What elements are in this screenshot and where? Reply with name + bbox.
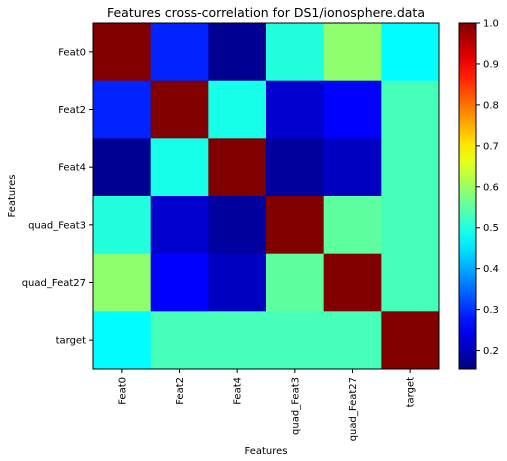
x-tick-label: quad_Feat27 bbox=[348, 377, 359, 441]
x-axis-label: Features bbox=[245, 446, 288, 457]
heatmap-cell bbox=[381, 80, 440, 139]
heatmap-cell bbox=[150, 196, 209, 255]
x-tick-label: Feat0 bbox=[117, 377, 128, 405]
heatmap-cell bbox=[323, 80, 382, 139]
y-tick-label: quad_Feat27 bbox=[22, 278, 86, 289]
heatmap-cell bbox=[323, 138, 382, 197]
heatmap-cell bbox=[150, 253, 209, 312]
heatmap-cell bbox=[266, 23, 325, 82]
heatmap-cell bbox=[266, 253, 325, 312]
colorbar-tick-label: 0.9 bbox=[483, 59, 499, 70]
x-tick-label: Feat2 bbox=[175, 377, 186, 405]
heatmap-cell bbox=[93, 253, 152, 312]
heatmap-cell bbox=[208, 253, 267, 312]
heatmap-cell bbox=[150, 138, 209, 197]
heatmap-cell bbox=[323, 311, 382, 370]
colorbar-tick-label: 0.8 bbox=[483, 100, 499, 111]
y-tick-label: quad_Feat3 bbox=[28, 220, 86, 231]
y-axis-ticks: Feat0 Feat2 Feat4 quad_Feat3 quad_Feat27targ… bbox=[22, 47, 93, 347]
heatmap-cell bbox=[323, 23, 382, 82]
heatmap-cell bbox=[266, 311, 325, 370]
x-tick-label: quad_Feat3 bbox=[290, 377, 301, 435]
heatmap-cell bbox=[208, 23, 267, 82]
heatmap-cell bbox=[381, 23, 440, 82]
heatmap-cell bbox=[93, 196, 152, 255]
chart-title: Features cross-correlation for DS1/ionos… bbox=[107, 5, 425, 20]
heatmap-cell bbox=[266, 138, 325, 197]
heatmap-cell bbox=[93, 311, 152, 370]
plot-frame bbox=[92, 22, 440, 370]
heatmap-cell bbox=[381, 253, 440, 312]
colorbar-ticks: 0.2 0.3 0.4 0.5 0.6 0.7 0.8 0.9 1.0 bbox=[476, 19, 499, 357]
heatmap-cell bbox=[323, 196, 382, 255]
heatmap-cell bbox=[208, 138, 267, 197]
heatmap-cells bbox=[93, 23, 440, 370]
y-tick-label: Feat4 bbox=[58, 163, 86, 174]
heatmap-cell bbox=[266, 80, 325, 139]
colorbar-tick-label: 0.4 bbox=[483, 264, 499, 275]
heatmap-cell bbox=[150, 311, 209, 370]
heatmap-cell bbox=[208, 80, 267, 139]
y-axis-label: Features bbox=[7, 175, 18, 218]
heatmap-cell bbox=[323, 253, 382, 312]
heatmap-cell bbox=[93, 23, 152, 82]
heatmap-cell bbox=[381, 138, 440, 197]
heatmap-cell bbox=[150, 80, 209, 139]
colorbar-tick-label: 0.5 bbox=[483, 223, 499, 234]
colorbar-tick-label: 0.2 bbox=[483, 346, 499, 357]
colorbar-tick-label: 0.3 bbox=[483, 305, 499, 316]
heatmap-cell bbox=[381, 196, 440, 255]
x-tick-label: Feat4 bbox=[233, 377, 244, 405]
heatmap-cell bbox=[208, 311, 267, 370]
y-tick-label: Feat0 bbox=[58, 47, 86, 58]
heatmap-cell bbox=[93, 80, 152, 139]
x-axis-ticks: Feat0 Feat2 Feat4 quad_Feat3 quad_Feat27 targ… bbox=[117, 369, 417, 441]
colorbar-tick-label: 1.0 bbox=[483, 19, 499, 30]
heatmap-cell bbox=[208, 196, 267, 255]
y-tick-label: target bbox=[56, 336, 86, 347]
heatmap-cell bbox=[266, 196, 325, 255]
colorbar-tick-label: 0.7 bbox=[483, 141, 499, 152]
colorbar bbox=[458, 22, 477, 370]
y-tick-label: Feat2 bbox=[58, 105, 86, 116]
colorbar-tick-label: 0.6 bbox=[483, 182, 499, 193]
heatmap-cell bbox=[150, 23, 209, 82]
heatmap-cell bbox=[93, 138, 152, 197]
x-tick-label: target bbox=[406, 377, 417, 407]
heatmap-cell bbox=[381, 311, 440, 370]
